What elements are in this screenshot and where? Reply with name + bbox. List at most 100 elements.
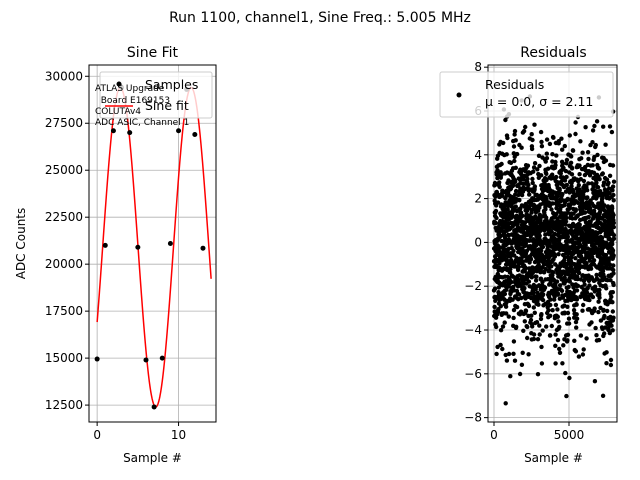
residual-point — [569, 166, 575, 171]
residual-point — [531, 336, 537, 342]
residual-point — [513, 165, 518, 170]
residual-point — [574, 325, 579, 330]
residual-point — [538, 276, 544, 281]
residual-point — [535, 337, 541, 342]
residual-point — [548, 302, 553, 308]
residual-point — [609, 294, 614, 299]
residual-point — [531, 269, 536, 274]
residual-point — [511, 351, 516, 356]
residual-point — [561, 165, 566, 171]
residual-point — [585, 150, 591, 155]
sample-point — [127, 130, 133, 136]
residual-point — [611, 179, 617, 184]
residual-point — [526, 352, 531, 357]
residual-point — [565, 338, 570, 343]
residual-point — [578, 294, 583, 300]
residual-point — [563, 222, 568, 227]
residual-point — [604, 177, 610, 182]
residual-point — [569, 154, 574, 159]
residual-point — [556, 252, 561, 257]
residual-point — [529, 275, 534, 280]
annotation-line-2: Board E169153 — [95, 96, 170, 106]
residual-point — [498, 342, 503, 348]
residual-point — [600, 268, 606, 274]
sine-fit-y-tick-label: 27500 — [45, 116, 83, 130]
residual-point — [498, 304, 503, 309]
residual-point — [553, 343, 558, 348]
residual-point — [568, 160, 574, 165]
legend-residuals-stats: μ = 0.0, σ = 2.11 — [485, 94, 593, 109]
residual-point — [492, 286, 498, 291]
residual-point — [592, 154, 597, 160]
residual-point — [589, 320, 594, 325]
residual-point — [549, 229, 554, 234]
residual-point — [525, 163, 531, 168]
residual-point — [607, 235, 612, 241]
sine-fit-x-ticks: 0 10 — [93, 422, 186, 442]
sine-fit-y-tick-label: 17500 — [45, 304, 83, 318]
residual-point — [536, 302, 541, 307]
residual-point — [610, 206, 615, 211]
residual-point — [573, 256, 578, 261]
residual-point — [566, 316, 572, 321]
residual-point — [540, 279, 545, 285]
residual-point — [526, 182, 531, 188]
residual-point — [586, 181, 591, 186]
residual-point — [581, 347, 586, 352]
residual-point — [532, 184, 538, 189]
residual-point — [607, 173, 613, 178]
residual-point — [590, 294, 596, 300]
residual-point — [510, 297, 515, 302]
residual-point — [493, 208, 499, 214]
residual-point — [519, 362, 525, 367]
residual-point — [549, 323, 554, 329]
residual-point — [525, 274, 531, 279]
residual-point — [595, 152, 600, 158]
residual-point — [608, 278, 613, 283]
residual-point — [504, 311, 509, 316]
residual-point — [497, 184, 502, 190]
residual-point — [534, 320, 540, 325]
residual-point — [538, 316, 544, 322]
residual-point — [546, 308, 551, 313]
residual-point — [593, 142, 598, 148]
residual-point — [565, 234, 570, 239]
residual-point — [540, 328, 545, 333]
residual-point — [590, 140, 595, 145]
residual-point — [529, 313, 534, 318]
residual-point — [554, 174, 559, 180]
sine-fit-y-ticks: 12500 15000 17500 20000 22500 25000 27500 30000 — [45, 69, 89, 412]
residual-points — [491, 94, 617, 406]
residual-point — [521, 128, 527, 134]
residual-point — [573, 319, 579, 325]
residual-point — [610, 188, 615, 193]
residual-point — [532, 310, 537, 315]
residual-point — [512, 128, 518, 134]
residual-point — [542, 285, 548, 290]
residual-point — [495, 200, 501, 205]
sample-point — [159, 355, 165, 361]
residual-point — [562, 143, 567, 149]
residual-point — [503, 117, 508, 123]
residuals-y-tick-label: 4 — [474, 148, 482, 162]
residual-point — [590, 254, 595, 260]
residual-point — [517, 371, 523, 377]
residual-point — [531, 305, 536, 310]
residual-point — [582, 210, 588, 215]
residual-point — [581, 178, 587, 184]
residual-point — [574, 312, 579, 317]
sine-fit-y-label: ADC Counts — [14, 208, 28, 280]
residual-point — [523, 308, 529, 314]
residual-point — [531, 165, 537, 170]
residual-point — [503, 304, 509, 309]
residual-point — [596, 299, 601, 304]
residual-point — [533, 278, 539, 283]
residual-point — [501, 140, 506, 146]
residual-point — [511, 151, 516, 156]
board-annotation: ATLAS Upgrade Board E169153 COLUTAv4 ADC… — [95, 84, 189, 128]
residual-point — [575, 200, 581, 205]
residual-point — [609, 129, 615, 135]
residual-point — [513, 138, 518, 143]
residual-point — [513, 179, 518, 184]
